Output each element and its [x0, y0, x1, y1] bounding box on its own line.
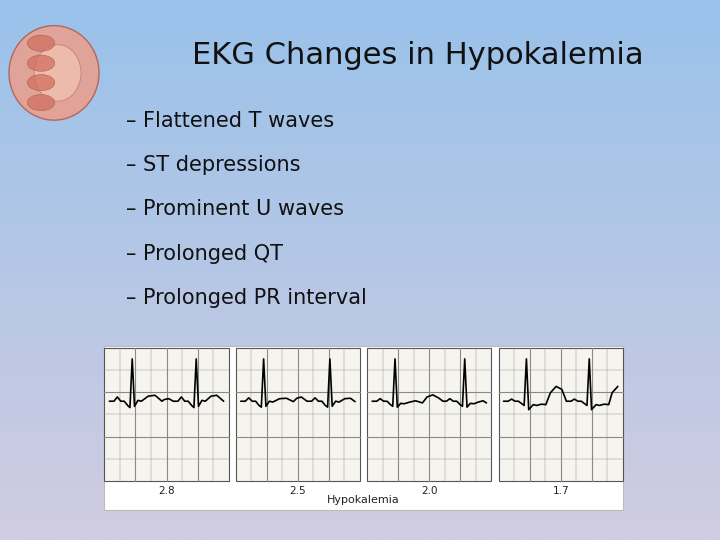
Text: 2.8: 2.8	[158, 486, 175, 496]
Text: EKG Changes in Hypokalemia: EKG Changes in Hypokalemia	[192, 40, 644, 70]
Ellipse shape	[27, 75, 55, 91]
Bar	[104, 348, 229, 481]
Bar	[236, 348, 360, 481]
Text: 2.5: 2.5	[289, 486, 306, 496]
Text: 2.0: 2.0	[421, 486, 438, 496]
Text: – Flattened T waves: – Flattened T waves	[126, 111, 334, 131]
Ellipse shape	[27, 55, 55, 71]
Ellipse shape	[27, 35, 55, 51]
Ellipse shape	[27, 94, 55, 111]
Text: Hypokalemia: Hypokalemia	[327, 495, 400, 505]
Bar	[104, 346, 623, 510]
Ellipse shape	[35, 44, 81, 102]
Text: 1.7: 1.7	[552, 486, 569, 496]
Bar	[498, 348, 623, 481]
Ellipse shape	[9, 25, 99, 120]
Text: – ST depressions: – ST depressions	[126, 155, 300, 175]
Bar	[367, 348, 491, 481]
Text: – Prolonged PR interval: – Prolonged PR interval	[126, 288, 367, 308]
Text: – Prominent U waves: – Prominent U waves	[126, 199, 344, 219]
Text: – Prolonged QT: – Prolonged QT	[126, 244, 283, 264]
